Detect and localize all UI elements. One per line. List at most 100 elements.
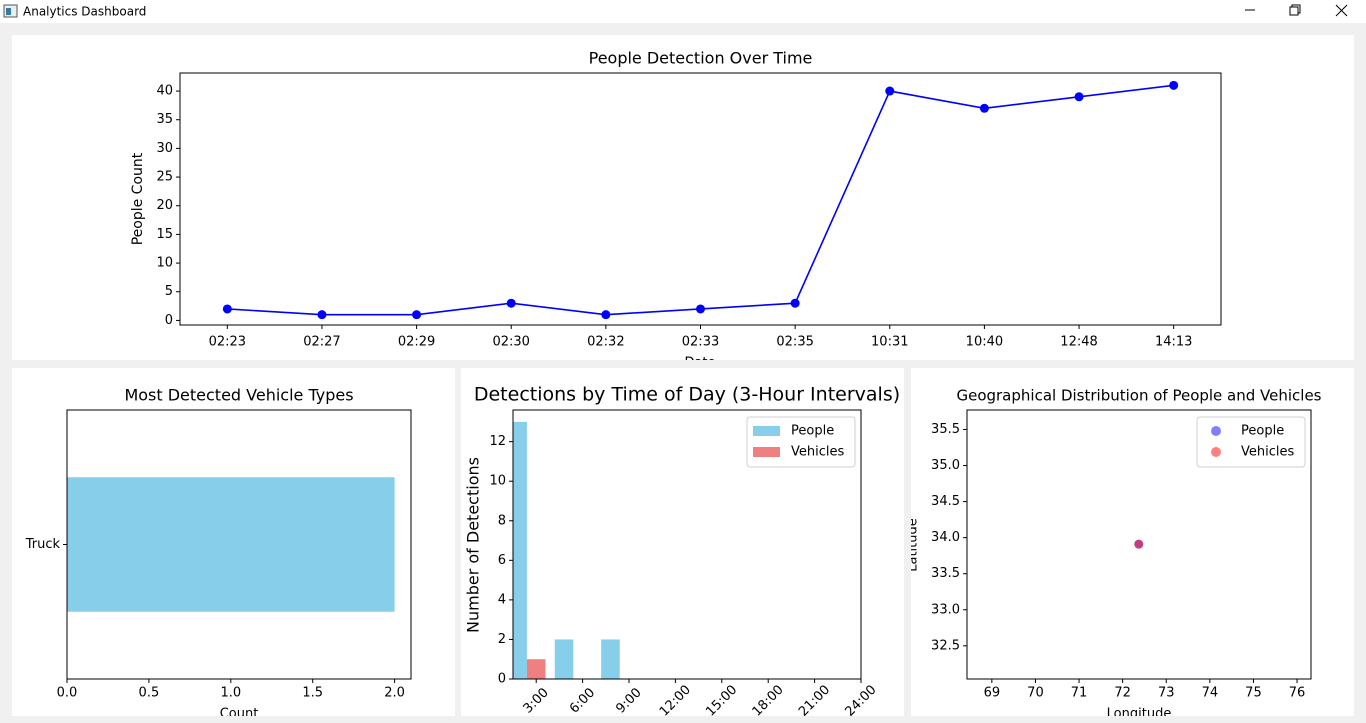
- y-tick-label: 35.0: [931, 458, 960, 473]
- x-tick-label: 74: [1202, 686, 1219, 701]
- x-tick-label: 02:23: [209, 335, 246, 350]
- axes-frame: [179, 72, 1222, 326]
- data-point: [412, 310, 422, 320]
- x-tick-label: 02:32: [587, 335, 624, 350]
- x-tick-label: 73: [1158, 686, 1175, 701]
- y-tick-label: 25: [156, 170, 173, 185]
- y-axis-label: Number of Detections: [464, 457, 483, 633]
- axes-frame: [966, 409, 1312, 680]
- y-tick-label: 10: [156, 256, 173, 271]
- x-tick-label: 02:30: [492, 335, 529, 350]
- plot-area: [1134, 539, 1144, 549]
- y-tick-label: 15: [156, 227, 173, 242]
- y-tick-label: 0: [165, 313, 173, 328]
- y-tick-label: 35: [156, 112, 173, 127]
- x-tick-label: 0.5: [139, 686, 160, 701]
- x-tick-label: 1.5: [302, 686, 323, 701]
- y-tick-label: 20: [156, 198, 173, 213]
- panel-background: [12, 35, 1354, 360]
- x-tick-label: 02:27: [303, 335, 340, 350]
- x-axis-label: Count: [220, 707, 259, 722]
- y-tick-label: Truck: [25, 537, 61, 552]
- legend-label: People: [1241, 424, 1284, 439]
- y-tick-label: 0: [498, 672, 506, 687]
- x-axis-label: Longitude: [1107, 707, 1172, 722]
- data-point: [885, 86, 895, 96]
- y-tick-label: 10: [489, 474, 506, 489]
- y-tick-label: 33.5: [931, 566, 960, 581]
- x-tick-label: 2.0: [384, 686, 405, 701]
- x-tick-label: 02:29: [398, 335, 435, 350]
- bar: [67, 477, 395, 612]
- axes-frame: [512, 409, 862, 680]
- x-tick-label: 70: [1027, 686, 1044, 701]
- chart-title: People Detection Over Time: [589, 49, 813, 68]
- window-title: Analytics Dashboard: [23, 5, 146, 19]
- y-tick-label: 34.5: [931, 494, 960, 509]
- legend-box: [1196, 416, 1306, 468]
- plot-area: [513, 421, 620, 679]
- x-tick-label: 10:40: [966, 335, 1003, 350]
- y-tick-label: 33.0: [931, 602, 960, 617]
- x-tick-label: 10:31: [871, 335, 908, 350]
- y-tick-label: 34.0: [931, 530, 960, 545]
- x-axis-label: Date: [684, 356, 715, 371]
- app-icon-detail: [6, 8, 11, 15]
- data-point: [790, 298, 800, 308]
- bar: [601, 639, 620, 679]
- y-tick-label: 4: [498, 592, 506, 607]
- legend-marker: [1211, 426, 1221, 436]
- y-tick-label: 8: [498, 513, 506, 528]
- legend-swatch: [753, 426, 780, 436]
- y-tick-label: 40: [156, 84, 173, 99]
- chart-title: Geographical Distribution of People and …: [956, 387, 1321, 405]
- x-tick-label: 02:35: [776, 335, 813, 350]
- data-point: [601, 310, 611, 320]
- close-button[interactable]: [1335, 4, 1348, 17]
- bar: [526, 659, 546, 679]
- plot-area: [222, 80, 1179, 320]
- data-point: [696, 304, 705, 314]
- x-tick-label: 0.0: [57, 686, 78, 701]
- y-tick-label: 32.5: [931, 638, 960, 653]
- x-tick-label: 14:13: [1155, 335, 1192, 350]
- plot-area: [67, 477, 395, 612]
- x-tick-label: 75: [1245, 686, 1262, 701]
- y-axis-label: Latitude: [906, 518, 921, 572]
- axes-frame: [66, 409, 412, 680]
- bar: [513, 421, 527, 679]
- x-tick-label: 72: [1114, 686, 1131, 701]
- bar: [554, 639, 574, 679]
- chart-title: Detections by Time of Day (3-Hour Interv…: [474, 384, 900, 406]
- y-tick-label: 30: [156, 141, 173, 156]
- data-point: [1074, 92, 1084, 102]
- data-point: [979, 103, 989, 113]
- chart-panel: People Detection Over Time 02:23 02:27 02:2…: [12, 35, 1354, 371]
- y-tick-label: 5: [165, 284, 173, 299]
- x-tick-label: 02:33: [682, 335, 719, 350]
- y-tick-label: 6: [498, 553, 506, 568]
- x-tick-label: 71: [1071, 686, 1088, 701]
- x-tick-label: 12:48: [1060, 335, 1097, 350]
- data-point: [1169, 80, 1179, 90]
- data-point: [222, 304, 232, 314]
- x-tick-label: 1.0: [220, 686, 241, 701]
- chart-title: Most Detected Vehicle Types: [124, 386, 353, 405]
- x-tick-label: 69: [984, 686, 1001, 701]
- restore-button[interactable]: [1289, 4, 1301, 16]
- legend-label: Vehicles: [1241, 445, 1294, 460]
- y-tick-label: 12: [489, 434, 506, 449]
- scatter-point: [1134, 539, 1144, 549]
- chart-panel: Most Detected Vehicle Types 0.0 0.5 1.0 1.5 2…: [12, 368, 455, 722]
- legend-label: Vehicles: [791, 445, 844, 460]
- title-bar: [0, 0, 1366, 23]
- chart-panel: Detections by Time of Day (3-Hour Interv…: [461, 368, 904, 716]
- data-point: [317, 310, 327, 320]
- data-point: [506, 298, 516, 308]
- legend-label: People: [791, 424, 834, 439]
- chart-panel: Geographical Distribution of People and …: [906, 368, 1354, 722]
- legend-marker: [1211, 447, 1221, 457]
- x-tick-label: 76: [1289, 686, 1306, 701]
